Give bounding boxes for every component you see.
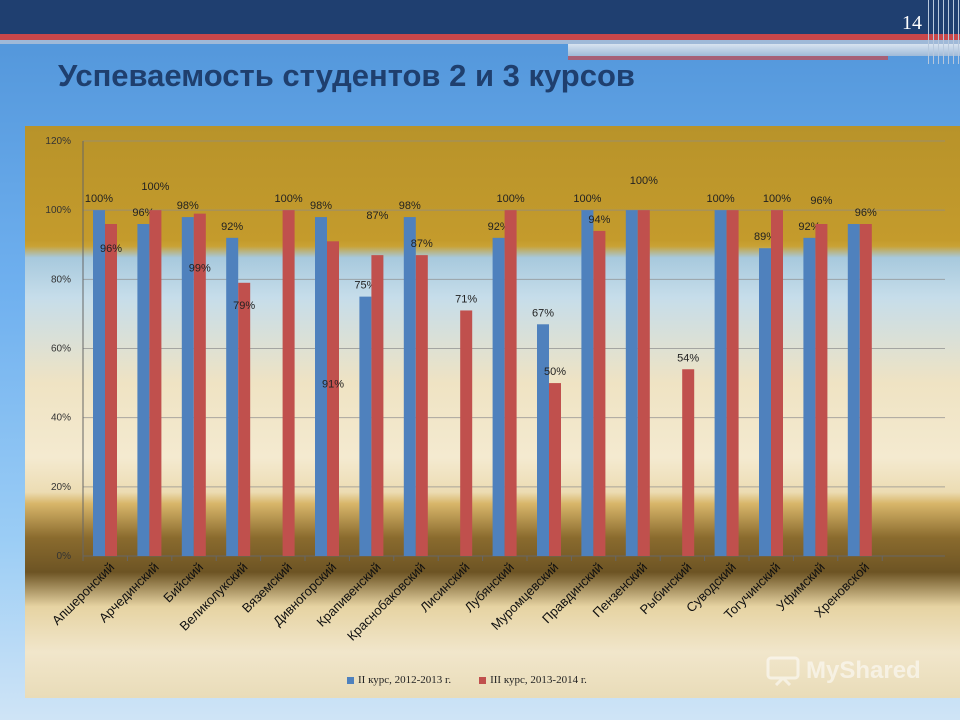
data-label-series-1: 96% [132, 207, 154, 219]
y-tick-label: 100% [45, 205, 71, 216]
slide-number: 14 [902, 12, 922, 34]
y-tick-label: 0% [57, 551, 72, 562]
header-bar [0, 0, 960, 34]
bar-series-1 [847, 224, 860, 556]
data-label-series-2: 100% [497, 193, 525, 205]
bar-series-1 [803, 237, 816, 556]
data-label-series-1: 100% [85, 193, 113, 205]
legend-label-series-2: III курс, 2013-2014 г. [490, 674, 587, 686]
bar-series-2 [105, 224, 117, 556]
data-label-series-2: 100% [275, 193, 303, 205]
data-label-series-2: 96% [100, 243, 122, 255]
bar-series-2 [859, 224, 872, 556]
bar-series-1 [581, 210, 594, 556]
presentation-icon [766, 656, 800, 686]
bar-series-1 [93, 210, 105, 556]
data-label-series-1: 100% [707, 193, 735, 205]
bar-series-1 [759, 248, 771, 556]
data-label-series-1: 98% [310, 200, 332, 212]
data-label-series-1: 92% [798, 221, 820, 233]
data-label-series-2: 87% [366, 210, 388, 222]
y-tick-label: 60% [51, 344, 71, 355]
legend-swatch-series-2 [479, 676, 487, 684]
data-label-series-2: 87% [411, 238, 433, 250]
bar-series-2 [549, 383, 561, 556]
data-label-series-2: 100% [630, 175, 658, 187]
bar-series-2 [149, 210, 162, 556]
legend-item-series-2: III курс, 2013-2014 г. [479, 674, 587, 686]
legend-label-series-1: II курс, 2012-2013 г. [358, 674, 452, 686]
bar-series-2 [815, 224, 828, 556]
bar-series-2 [593, 230, 606, 556]
bar-series-1 [625, 210, 638, 556]
bar-series-2 [726, 210, 739, 556]
bar-series-1 [714, 210, 727, 556]
chart-legend: II курс, 2012-2013 г. III курс, 2013-201… [347, 674, 587, 686]
bar-series-1 [359, 296, 372, 556]
data-label-series-1: 98% [399, 200, 421, 212]
bar-series-1 [315, 217, 327, 556]
bar-series-2 [193, 213, 206, 556]
bar-series-1 [537, 324, 549, 556]
y-tick-label: 120% [45, 136, 71, 147]
data-label-series-2: 96% [810, 195, 832, 207]
bar-series-2 [504, 210, 517, 556]
data-label-series-2: 99% [189, 263, 211, 275]
chart-area: 0% 20% 40% 60% 80% 100% 120% Апшеронский Арчедин… [25, 126, 960, 698]
x-category-label: Бийский [160, 560, 206, 606]
y-tick-label: 80% [51, 274, 71, 285]
bar-series-1 [137, 224, 150, 556]
data-label-series-2: 94% [588, 214, 610, 226]
y-tick-label: 20% [51, 482, 71, 493]
data-label-series-2: 100% [763, 193, 791, 205]
data-label-series-2: 100% [141, 181, 169, 193]
bar-series-2 [415, 255, 428, 556]
header-decor-lines [928, 0, 960, 64]
data-label-series-2: 96% [855, 207, 877, 219]
data-label-series-1: 98% [177, 200, 199, 212]
legend-item-series-1: II курс, 2012-2013 г. [347, 674, 451, 686]
y-tick-label: 40% [51, 413, 71, 424]
header-stripe-right-accent [568, 56, 888, 60]
bar-series-1 [492, 237, 505, 556]
bar-chart: 0%20%40%60%80%100%120%АпшеронскийАрчедин… [45, 136, 945, 644]
data-label-series-2: 50% [544, 366, 566, 378]
data-label-series-2: 71% [455, 293, 477, 305]
bar-series-2 [371, 255, 384, 556]
data-label-series-2: 79% [233, 300, 255, 312]
bar-series-1 [403, 217, 416, 556]
watermark: MyShared [766, 656, 921, 686]
data-label-series-1: 92% [488, 221, 510, 233]
data-label-series-2: 91% [322, 378, 344, 390]
bar-series-2 [771, 210, 783, 556]
slide-title: Успеваемость студентов 2 и 3 курсов [58, 58, 635, 93]
bar-series-2 [327, 241, 339, 556]
data-label-series-2: 54% [677, 352, 699, 364]
data-label-series-1: 89% [754, 231, 776, 243]
data-label-series-1: 67% [532, 307, 554, 319]
bar-series-2 [460, 310, 473, 556]
bar-series-1 [226, 237, 239, 556]
bar-series-1 [181, 217, 194, 556]
legend-swatch-series-1 [347, 676, 354, 684]
x-category-label: Краснобаковский [344, 560, 428, 644]
data-label-series-1: 92% [221, 221, 243, 233]
bar-series-2 [637, 210, 650, 556]
data-label-series-1: 75% [354, 280, 376, 292]
data-label-series-1: 100% [573, 193, 601, 205]
header-stripe-right [568, 44, 960, 56]
bar-series-2 [282, 210, 295, 556]
watermark-text: MyShared [806, 657, 921, 684]
bar-series-2 [238, 282, 251, 556]
header-stripe-light [0, 40, 960, 44]
bar-series-2 [682, 369, 695, 556]
header-stripe-red [0, 34, 960, 40]
